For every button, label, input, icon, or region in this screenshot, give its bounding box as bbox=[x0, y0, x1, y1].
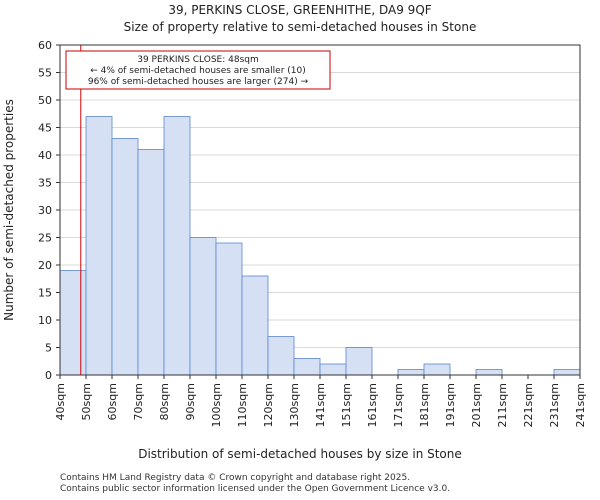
y-axis-label: Number of semi-detached properties bbox=[2, 99, 16, 321]
x-tick-label: 110sqm bbox=[236, 383, 249, 427]
y-tick-label: 20 bbox=[38, 259, 52, 272]
x-tick-label: 151sqm bbox=[340, 383, 353, 427]
bar-120sqm bbox=[267, 336, 295, 376]
x-tick-label: 211sqm bbox=[496, 383, 509, 427]
x-tick-label: 161sqm bbox=[366, 383, 379, 427]
x-tick-label: 141sqm bbox=[314, 383, 327, 427]
bar-181sqm bbox=[423, 363, 451, 376]
bar-100sqm bbox=[215, 242, 243, 376]
y-tick-label: 25 bbox=[38, 232, 52, 245]
x-tick-label: 80sqm bbox=[158, 383, 171, 420]
x-tick-label: 201sqm bbox=[470, 383, 483, 427]
bars bbox=[59, 116, 581, 376]
y-tick-label: 5 bbox=[45, 342, 52, 355]
y-axis-ticks: 0 5 10 15 20 25 30 35 40 45 50 55 60 bbox=[38, 39, 60, 382]
bar-130sqm bbox=[293, 358, 321, 376]
x-tick-label: 221sqm bbox=[522, 383, 535, 427]
x-tick-label: 130sqm bbox=[288, 383, 301, 427]
footer-line-1: Contains HM Land Registry data © Crown c… bbox=[60, 473, 411, 483]
x-tick-label: 70sqm bbox=[132, 383, 145, 420]
chart-subtitle: Size of property relative to semi-detach… bbox=[124, 20, 477, 34]
x-tick-label: 231sqm bbox=[548, 383, 561, 427]
bar-171sqm bbox=[397, 369, 425, 376]
y-tick-label: 60 bbox=[38, 39, 52, 52]
bar-110sqm bbox=[241, 275, 269, 376]
bar-50sqm bbox=[85, 116, 113, 376]
x-tick-label: 40sqm bbox=[54, 383, 67, 420]
bar-151sqm bbox=[345, 347, 373, 376]
bar-40sqm bbox=[59, 270, 87, 376]
bar-201sqm bbox=[475, 369, 503, 376]
x-tick-label: 60sqm bbox=[106, 383, 119, 420]
y-tick-label: 50 bbox=[38, 94, 52, 107]
bar-70sqm bbox=[137, 149, 165, 376]
annotation-line-2: ← 4% of semi-detached houses are smaller… bbox=[90, 66, 306, 76]
x-axis-label: Distribution of semi-detached houses by … bbox=[138, 447, 462, 461]
x-tick-label: 191sqm bbox=[444, 383, 457, 427]
x-tick-label: 120sqm bbox=[262, 383, 275, 427]
x-tick-label: 50sqm bbox=[80, 383, 93, 420]
y-tick-label: 40 bbox=[38, 149, 52, 162]
x-axis-ticks: 40sqm 50sqm 60sqm 70sqm 80sqm 90sqm 100sqm 110s… bbox=[54, 375, 587, 427]
x-tick-label: 100sqm bbox=[210, 383, 223, 427]
bar-80sqm bbox=[163, 116, 191, 376]
annotation-line-1: 39 PERKINS CLOSE: 48sqm bbox=[137, 55, 259, 65]
y-tick-label: 55 bbox=[38, 67, 52, 80]
annotation-box bbox=[65, 50, 331, 90]
y-tick-label: 10 bbox=[38, 314, 52, 327]
x-tick-label: 171sqm bbox=[392, 383, 405, 427]
plot-frame bbox=[59, 44, 581, 376]
footer-line-2: Contains public sector information licen… bbox=[60, 484, 451, 494]
x-tick-label: 241sqm bbox=[574, 383, 587, 427]
bar-141sqm bbox=[319, 363, 347, 376]
bar-231sqm bbox=[553, 369, 581, 376]
x-tick-label: 90sqm bbox=[184, 383, 197, 420]
annotation-line-3: 96% of semi-detached houses are larger (… bbox=[88, 77, 309, 87]
chart-title: 39, PERKINS CLOSE, GREENHITHE, DA9 9QF bbox=[168, 3, 431, 17]
bar-60sqm bbox=[111, 138, 139, 376]
y-tick-label: 30 bbox=[38, 204, 52, 217]
bar-90sqm bbox=[189, 237, 217, 376]
y-tick-label: 15 bbox=[38, 287, 52, 300]
y-tick-label: 35 bbox=[38, 177, 52, 190]
y-tick-label: 0 bbox=[45, 369, 52, 382]
y-tick-label: 45 bbox=[38, 122, 52, 135]
x-tick-label: 181sqm bbox=[418, 383, 431, 427]
